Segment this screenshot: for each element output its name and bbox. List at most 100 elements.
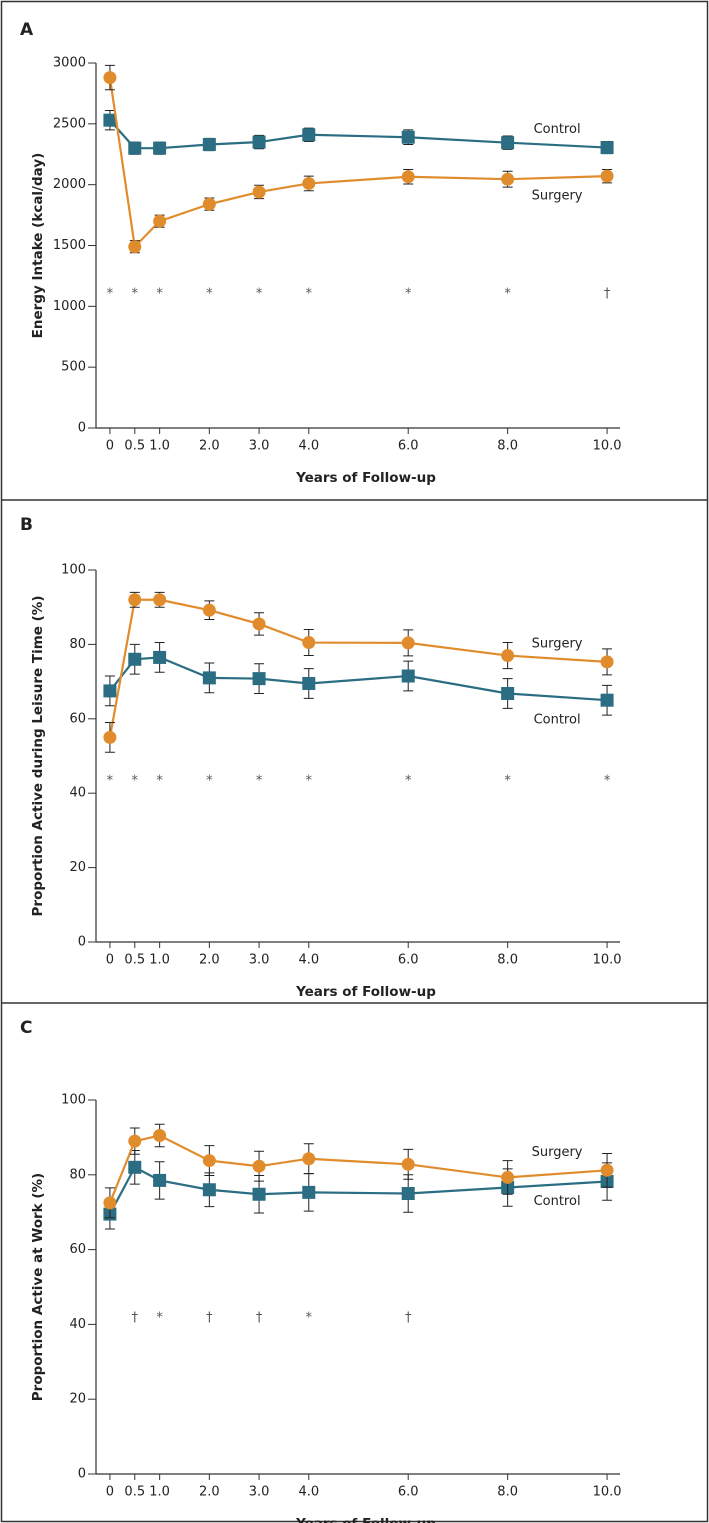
data-point (252, 1159, 266, 1173)
x-tick-label: 4.0 (298, 439, 319, 454)
data-point (128, 240, 142, 254)
significance-marker: † (405, 1311, 412, 1326)
x-tick-label: 1.0 (149, 1485, 170, 1500)
x-tick-label: 8.0 (497, 1485, 518, 1500)
data-point (202, 1154, 216, 1168)
data-point (600, 1163, 614, 1177)
x-tick-label: 0.5 (124, 953, 145, 968)
x-tick-label: 6.0 (398, 1485, 419, 1500)
data-point (302, 676, 316, 690)
significance-marker: * (405, 287, 412, 302)
y-tick-label: 1500 (53, 238, 86, 253)
series-line (108, 1165, 608, 1215)
y-tick-label: 2000 (53, 177, 86, 192)
series-label: Control (534, 1194, 581, 1209)
significance-marker: * (132, 774, 139, 789)
data-point (302, 636, 316, 650)
x-tick-label: 2.0 (199, 1485, 220, 1500)
significance-marker: † (132, 1311, 139, 1326)
data-point (302, 176, 316, 190)
data-point (153, 1173, 167, 1187)
data-point (202, 138, 216, 152)
data-point (202, 603, 216, 617)
x-axis-title: Years of Follow-up (295, 1516, 436, 1523)
data-point (501, 172, 515, 186)
y-tick-label: 100 (61, 1093, 86, 1108)
y-tick-label: 0 (78, 421, 86, 436)
x-tick-label: 2.0 (199, 439, 220, 454)
y-tick-label: 500 (61, 360, 86, 375)
data-point (128, 593, 142, 607)
data-point (252, 672, 266, 686)
data-point (103, 684, 117, 698)
series-line (109, 656, 608, 702)
data-point (153, 593, 167, 607)
data-point (501, 1170, 515, 1184)
data-point (600, 141, 614, 155)
y-tick-label: 60 (69, 1242, 86, 1257)
series-label: Control (534, 713, 581, 728)
significance-marker: * (405, 774, 412, 789)
data-point (103, 1196, 117, 1210)
data-point (501, 649, 515, 663)
significance-marker: * (306, 774, 313, 789)
significance-marker: * (107, 287, 114, 302)
x-tick-label: 0.5 (124, 439, 145, 454)
data-point (202, 671, 216, 685)
panel-label: A (20, 20, 34, 40)
y-axis-title: Energy Intake (kcal/day) (30, 153, 46, 339)
significance-marker: * (504, 774, 511, 789)
data-point (600, 169, 614, 183)
significance-marker: † (206, 1311, 213, 1326)
x-tick-label: 1.0 (149, 953, 170, 968)
x-tick-label: 8.0 (497, 439, 518, 454)
x-tick-label: 10.0 (593, 439, 622, 454)
x-tick-label: 2.0 (199, 953, 220, 968)
data-point (128, 1134, 142, 1148)
data-point (202, 197, 216, 211)
x-tick-label: 10.0 (593, 1485, 622, 1500)
data-point (202, 1183, 216, 1197)
significance-marker: * (156, 287, 163, 302)
data-point (501, 136, 515, 150)
data-point (401, 1187, 415, 1200)
data-point (252, 135, 266, 149)
x-tick-label: 1.0 (149, 439, 170, 454)
data-point (103, 71, 117, 85)
data-point (302, 1185, 316, 1199)
x-tick-label: 0 (106, 953, 114, 968)
data-point (252, 1187, 266, 1201)
panel-label: C (20, 1018, 32, 1038)
significance-marker: * (306, 287, 313, 302)
significance-marker: * (156, 1311, 163, 1326)
data-point (401, 669, 415, 683)
y-tick-label: 1000 (53, 299, 86, 314)
series-label: Surgery (532, 636, 583, 651)
data-point (252, 185, 266, 199)
data-point (103, 113, 117, 127)
x-tick-label: 3.0 (249, 439, 270, 454)
y-tick-label: 40 (69, 786, 86, 801)
data-point (302, 128, 316, 142)
y-tick-label: 2500 (53, 116, 86, 131)
data-point (401, 636, 415, 650)
data-point (600, 655, 614, 669)
panel-label: B (20, 515, 33, 535)
significance-marker: * (206, 774, 213, 789)
data-point (153, 141, 167, 155)
y-axis-title: Proportion Active at Work (%) (30, 1173, 46, 1401)
significance-marker: * (504, 287, 511, 302)
y-axis-title: Proportion Active during Leisure Time (%… (30, 596, 46, 917)
significance-marker: * (206, 287, 213, 302)
data-point (153, 1129, 167, 1143)
y-tick-label: 80 (69, 637, 86, 652)
data-point (153, 650, 167, 664)
series-label: Surgery (532, 1145, 583, 1160)
significance-marker: * (306, 1311, 313, 1326)
significance-marker: * (132, 287, 139, 302)
x-tick-label: 3.0 (249, 1485, 270, 1500)
data-point (401, 170, 415, 184)
